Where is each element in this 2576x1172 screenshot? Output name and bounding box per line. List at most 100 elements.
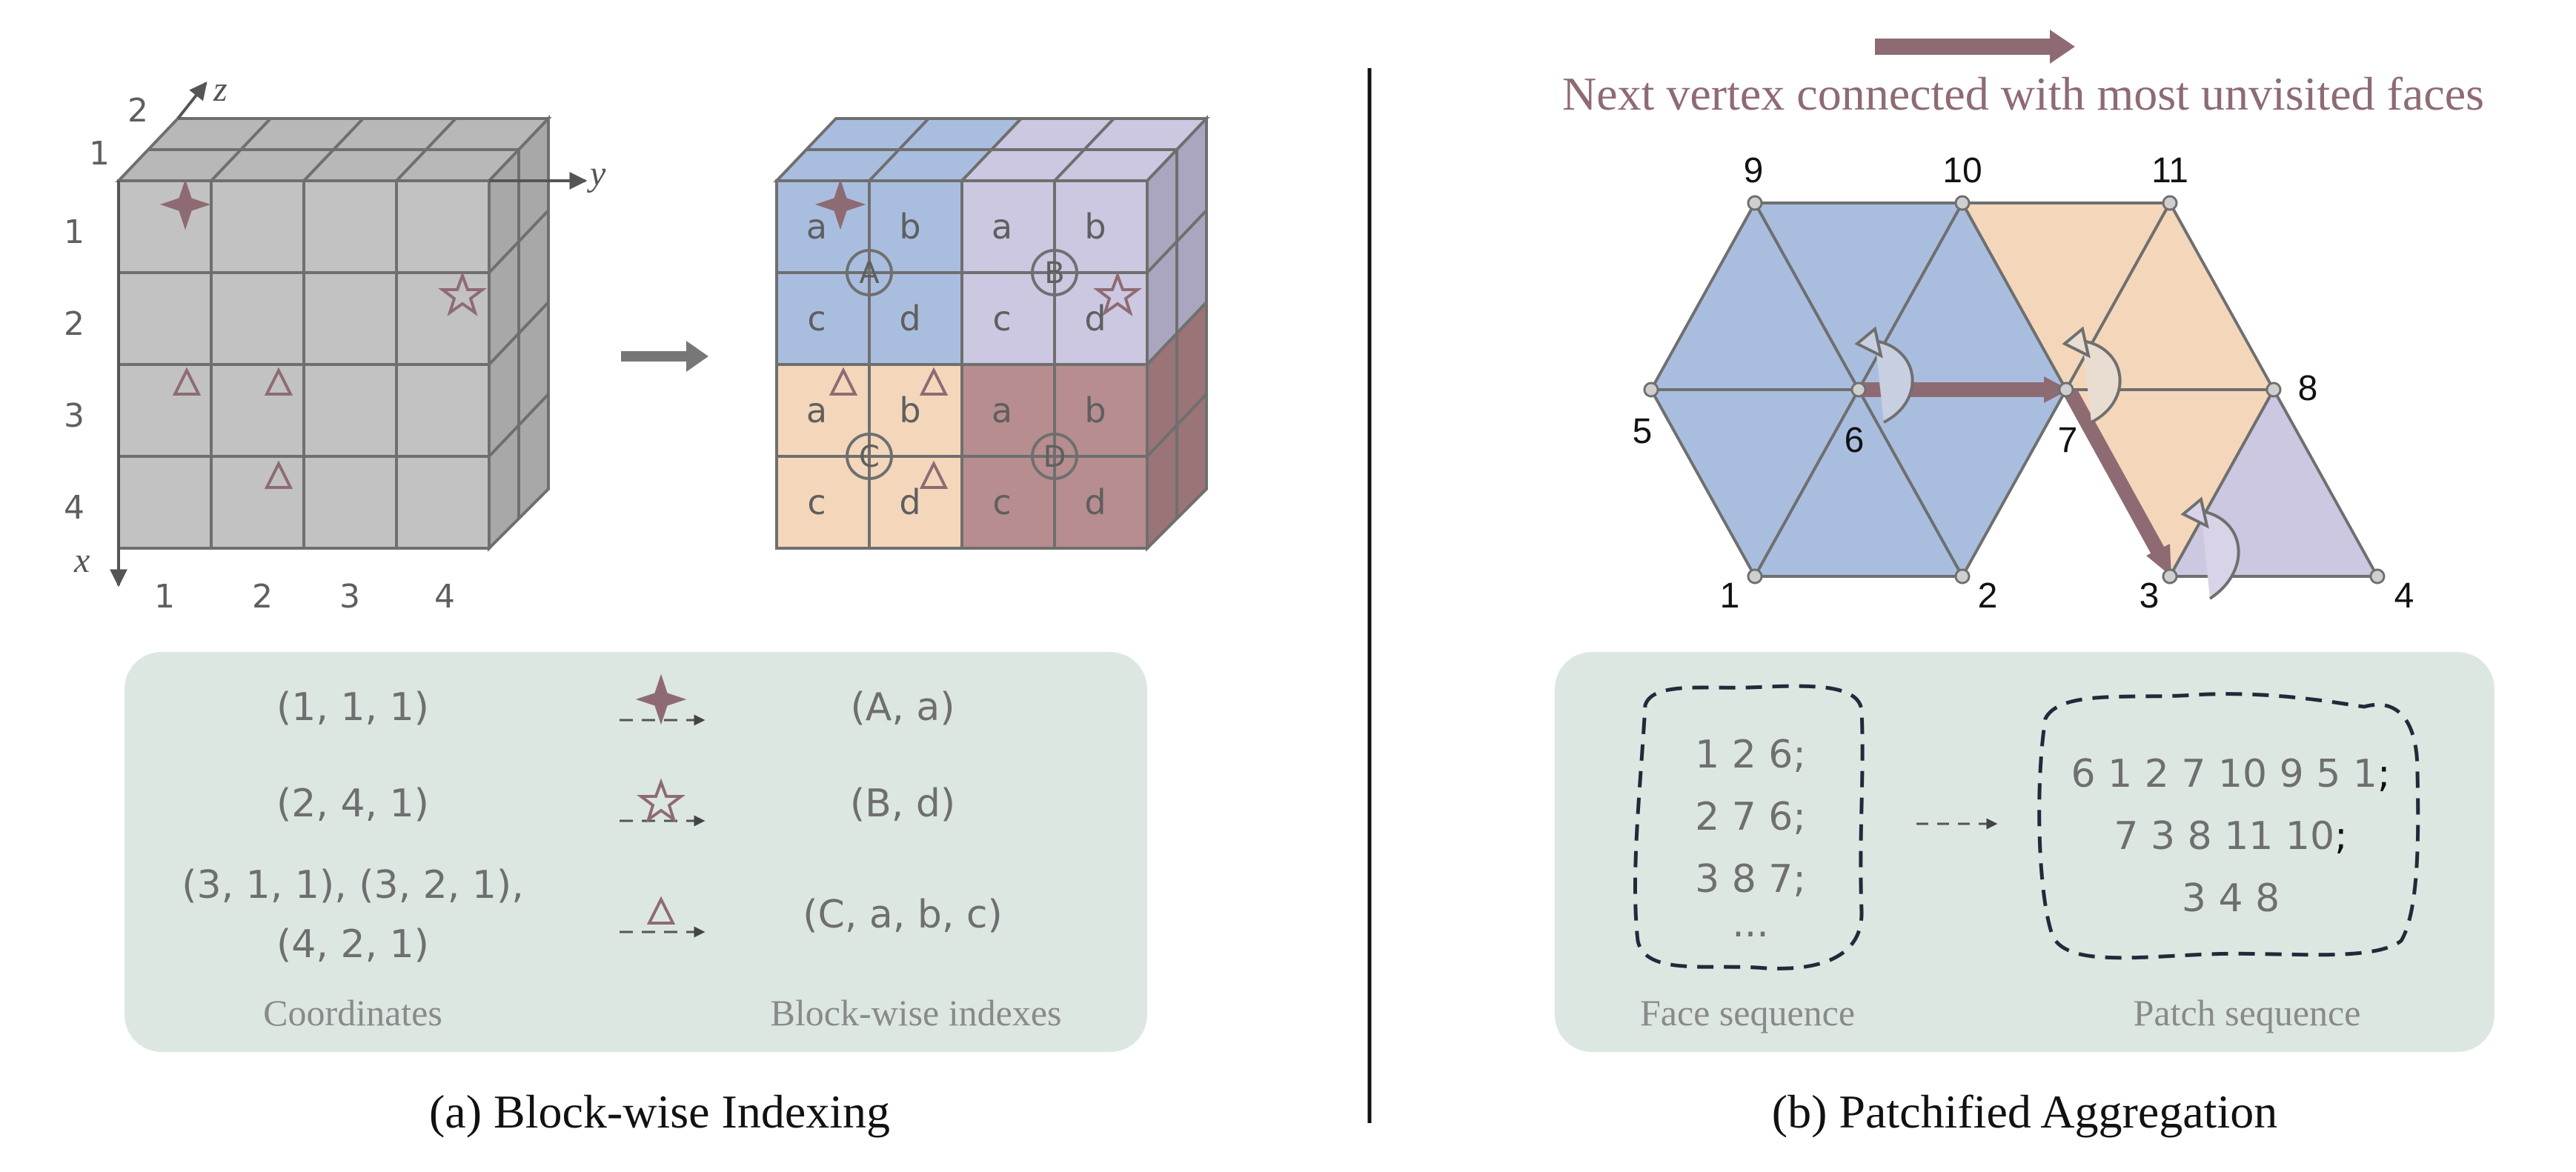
coordinates-label: Coordinates <box>263 992 442 1033</box>
cell-letter: d <box>1084 299 1106 339</box>
vertex <box>2058 382 2074 398</box>
axis-x-label: x <box>73 541 90 580</box>
col-tick: 4 <box>434 578 455 616</box>
star4-icon <box>814 179 866 230</box>
col-tick: 1 <box>154 578 175 616</box>
triangle-icon <box>172 367 202 396</box>
cell-letter: a <box>806 207 827 247</box>
cell-letter: c <box>807 299 826 339</box>
star5-icon <box>1093 271 1142 317</box>
vertex <box>1747 568 1763 585</box>
star5-icon <box>637 778 686 824</box>
face-seq-item: 1 2 6; <box>1695 733 1806 777</box>
cell-letter: d <box>899 482 920 522</box>
vertex-label: 2 <box>1978 576 1998 616</box>
star5-icon <box>438 271 487 317</box>
vertex-label: 5 <box>1633 412 1653 451</box>
col-tick: 3 <box>339 578 360 616</box>
patch-seq-item: 7 3 8 11 10; <box>2114 814 2347 859</box>
panel-b: Next vertex connected with most unvisite… <box>1555 30 2494 1138</box>
vertex-label: 11 <box>2151 151 2188 190</box>
panel-a: x y z 1 2 3 4 1 2 3 4 1 2 <box>64 70 1210 1138</box>
face-seq-item: 3 8 7; <box>1695 857 1806 902</box>
star4-icon <box>159 179 211 230</box>
vertex <box>2162 195 2178 211</box>
vertex <box>2369 568 2386 585</box>
legend-text: Next vertex connected with most unvisite… <box>1562 67 2484 120</box>
face-sequence-label: Face sequence <box>1640 992 1855 1033</box>
vertex-label: 3 <box>2140 576 2160 616</box>
vertex <box>1954 568 1971 585</box>
axes <box>110 81 588 587</box>
coords-row-3a: (3, 1, 1), (3, 2, 1), <box>182 863 523 908</box>
index-row-2: (B, d) <box>850 782 955 826</box>
mesh <box>1650 202 2379 578</box>
coords-row-2: (2, 4, 1) <box>276 782 429 826</box>
vertex-label: 8 <box>2298 369 2318 408</box>
axis-z-label: z <box>213 70 228 109</box>
table-panel <box>125 652 1147 1052</box>
cell-letter: d <box>1084 482 1106 522</box>
cell-letter: c <box>807 482 826 522</box>
row-tick: 4 <box>64 489 84 527</box>
block-letter: A <box>859 256 880 290</box>
cell-letter: b <box>1084 390 1106 430</box>
cell-letter: d <box>899 299 920 339</box>
face-seq-item: 2 7 6; <box>1695 795 1806 839</box>
cell-letter: b <box>899 207 920 247</box>
cell-letter: a <box>806 390 827 430</box>
vertex-label: 9 <box>1744 151 1764 190</box>
row-tick: 1 <box>64 213 84 251</box>
cell-letter: a <box>992 207 1012 247</box>
vertex-label: 7 <box>2058 421 2078 460</box>
col-tick: 2 <box>252 578 273 616</box>
face-seq-item: ... <box>1732 902 1769 946</box>
block-C-circle <box>846 433 893 480</box>
sequence-panel <box>1555 652 2494 1052</box>
depth-tick: 2 <box>127 92 148 130</box>
triangle-icon <box>264 460 293 489</box>
star4-icon <box>635 673 687 725</box>
vertex-label: 4 <box>2394 576 2414 616</box>
block-letter: C <box>859 440 880 474</box>
gray-voxel-cube <box>115 115 552 552</box>
row-tick: 3 <box>64 397 84 435</box>
row-tick: 2 <box>64 305 84 343</box>
transform-arrow <box>621 341 708 372</box>
cell-letter: b <box>1084 207 1106 247</box>
vertices <box>1643 195 2386 585</box>
triangle-icon <box>829 367 858 396</box>
triangle-icon <box>646 896 676 925</box>
triangle-icon <box>919 460 949 489</box>
vertex <box>1747 195 1763 211</box>
caption-a: (a) Block-wise Indexing <box>429 1085 890 1138</box>
index-row-1: (A, a) <box>850 685 955 730</box>
block-A-circle <box>846 249 893 296</box>
patch-seq-item: 3 4 8 <box>2182 876 2280 921</box>
block-letter: D <box>1043 440 1066 474</box>
vertex <box>1850 382 1867 398</box>
block-D-circle <box>1031 433 1078 480</box>
vertex-label: 6 <box>1845 421 1865 460</box>
block-indexes-label: Block-wise indexes <box>771 992 1062 1033</box>
coords-row-3b: (4, 2, 1) <box>276 922 429 967</box>
rotation-arrows <box>1854 326 2240 600</box>
triangle-icon <box>919 367 949 396</box>
block-letter: B <box>1044 256 1064 290</box>
depth-tick: 1 <box>89 135 110 173</box>
vertex <box>1643 382 1659 398</box>
legend-arrow-shaft <box>1875 39 2053 55</box>
cell-letter: c <box>992 482 1011 522</box>
cell-letter: b <box>899 390 920 430</box>
patch-sequence-label: Patch sequence <box>2134 992 2361 1033</box>
patch-seq-item: 6 1 2 7 10 9 5 1; <box>2071 752 2391 796</box>
cell-letter: c <box>992 299 1011 339</box>
vertex <box>2162 568 2178 585</box>
index-row-3: (C, a, b, c) <box>803 893 1003 937</box>
coords-row-1: (1, 1, 1) <box>276 685 429 730</box>
vertex <box>1954 195 1971 211</box>
vertex <box>2265 382 2282 398</box>
caption-b: (b) Patchified Aggregation <box>1772 1085 2277 1138</box>
vertex-label: 1 <box>1720 576 1740 616</box>
